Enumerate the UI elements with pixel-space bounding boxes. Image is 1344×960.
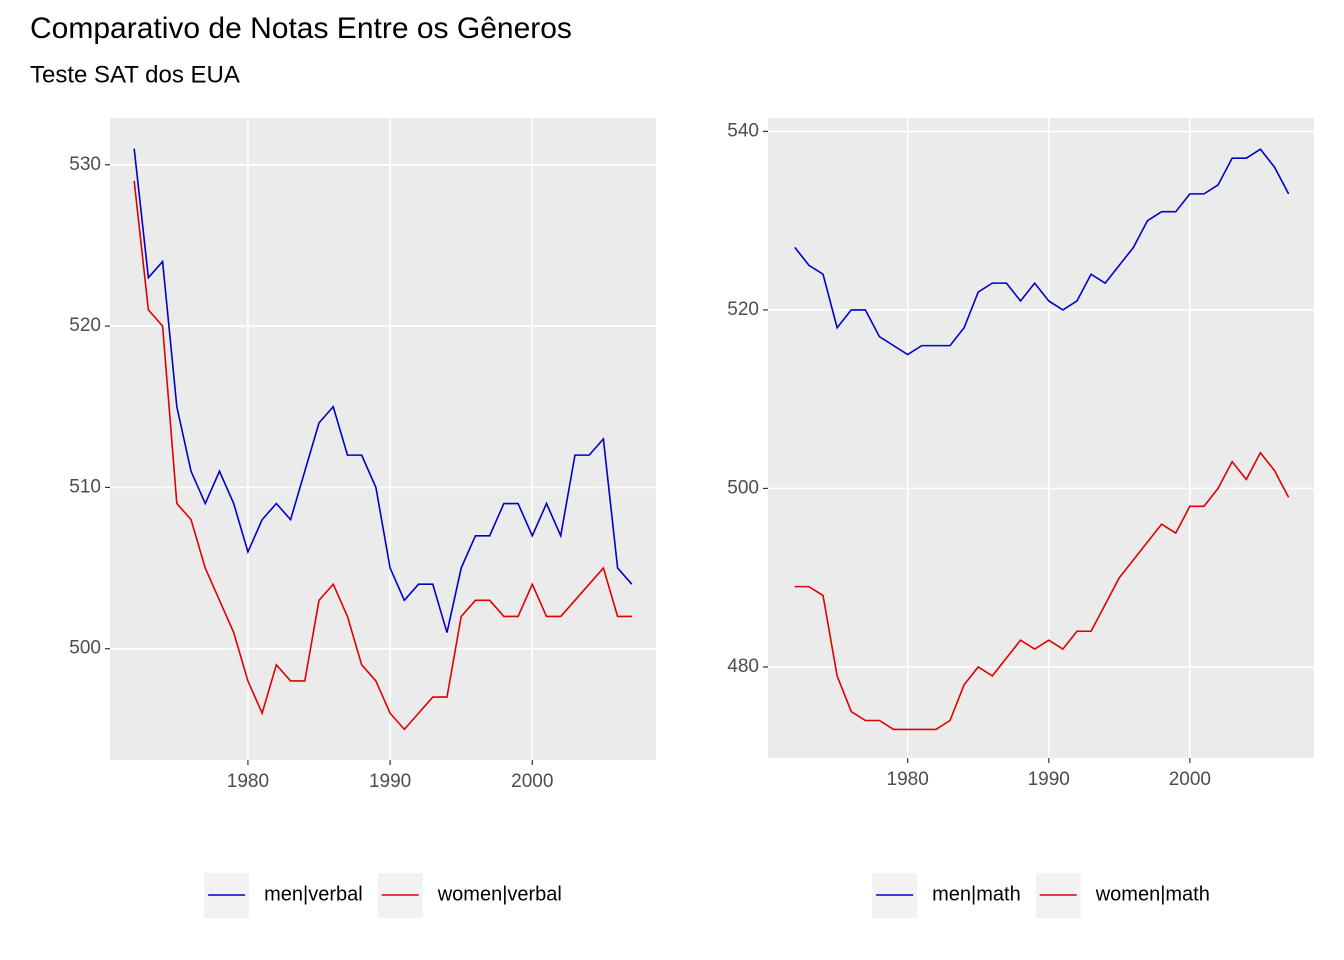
legend-label: women|verbal: [437, 883, 562, 905]
y-tick-label: 500: [69, 638, 101, 659]
data-line: [794, 148, 1290, 356]
panel-background: [768, 118, 1314, 758]
chart-subtitle: Teste SAT dos EUA: [30, 61, 240, 88]
y-tick-label: 500: [727, 477, 759, 498]
x-tick-label: 2000: [1169, 769, 1211, 790]
y-tick-label: 520: [727, 299, 759, 320]
y-tick-label: 540: [727, 120, 759, 141]
x-tick-label: 1980: [887, 769, 929, 790]
x-tick-label: 2000: [511, 771, 553, 792]
y-tick-label: 480: [727, 656, 759, 677]
chart-title: Comparativo de Notas Entre os Gêneros: [30, 12, 572, 45]
x-tick-label: 1980: [227, 771, 269, 792]
x-tick-label: 1990: [1028, 769, 1070, 790]
legend-label: men|math: [932, 883, 1021, 905]
data-line: [794, 451, 1290, 731]
legend-label: men|verbal: [264, 883, 363, 905]
y-tick-label: 510: [69, 476, 101, 497]
y-tick-label: 530: [69, 154, 101, 175]
x-tick-label: 1990: [369, 771, 411, 792]
legend-label: women|math: [1095, 883, 1210, 905]
y-tick-label: 520: [69, 315, 101, 336]
data-line: [133, 148, 633, 633]
data-line: [133, 180, 632, 731]
panel-background: [110, 118, 656, 760]
